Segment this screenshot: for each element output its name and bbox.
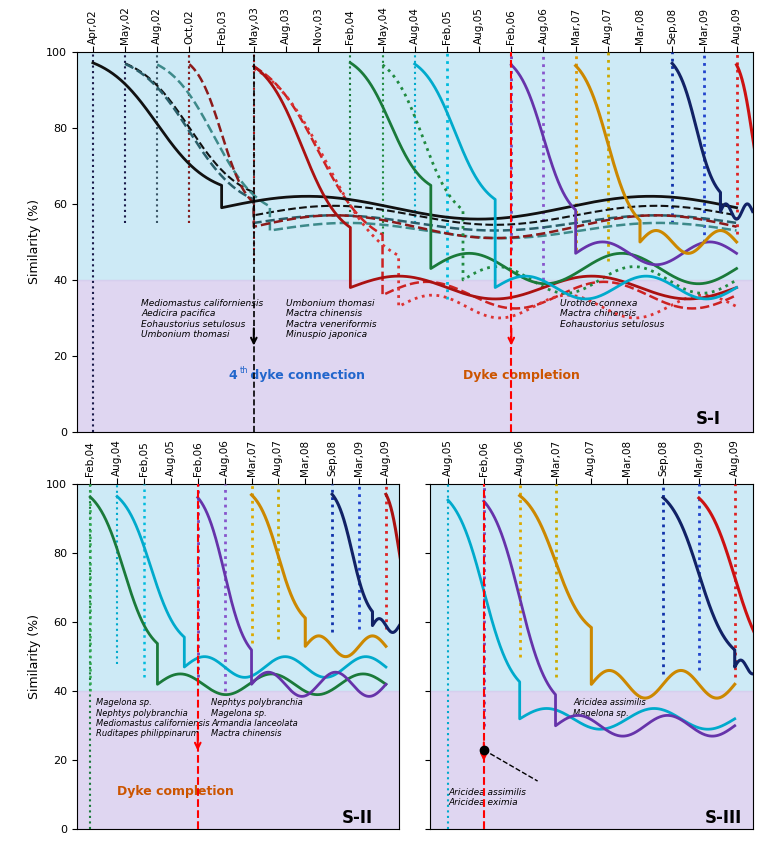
Text: S-I: S-I bbox=[696, 410, 720, 429]
Text: Aricidea assimilis
Magelona sp.: Aricidea assimilis Magelona sp. bbox=[574, 698, 646, 717]
Text: Aricidea assimilis
Aricidea eximia: Aricidea assimilis Aricidea eximia bbox=[448, 788, 526, 807]
Y-axis label: Similarity (%): Similarity (%) bbox=[28, 200, 41, 284]
Text: Magelona sp.
Nephtys polybranchia
Mediomastus californiensis
Ruditapes philippin: Magelona sp. Nephtys polybranchia Mediom… bbox=[96, 698, 209, 739]
Text: 4: 4 bbox=[228, 369, 237, 382]
Bar bbox=[77, 52, 753, 280]
Bar bbox=[430, 691, 753, 829]
Text: dyke connection: dyke connection bbox=[246, 369, 365, 382]
Text: S-III: S-III bbox=[704, 809, 742, 827]
Bar bbox=[77, 691, 399, 829]
Text: Nephtys polybranchia
Magelona sp.
Armandia lanceolata
Mactra chinensis: Nephtys polybranchia Magelona sp. Armand… bbox=[211, 698, 303, 739]
Bar bbox=[430, 484, 753, 691]
Text: Mediomastus californiensis
Aedicira pacifica
Eohaustorius setulosus
Umbonium tho: Mediomastus californiensis Aedicira paci… bbox=[141, 299, 263, 340]
Text: Dyke completion: Dyke completion bbox=[463, 369, 580, 382]
Text: Dyke completion: Dyke completion bbox=[117, 785, 234, 797]
Text: th: th bbox=[240, 366, 248, 375]
Bar bbox=[77, 484, 399, 691]
Y-axis label: Similarity (%): Similarity (%) bbox=[28, 614, 41, 699]
Bar bbox=[77, 280, 753, 432]
Text: Urothoe connexa
Mactra chinensis
Eohaustorius setulosus: Urothoe connexa Mactra chinensis Eohaust… bbox=[560, 299, 664, 328]
Text: S-II: S-II bbox=[341, 809, 372, 827]
Text: Umbonium thomasi
Mactra chinensis
Mactra veneriformis
Minuspio japonica: Umbonium thomasi Mactra chinensis Mactra… bbox=[286, 299, 376, 340]
